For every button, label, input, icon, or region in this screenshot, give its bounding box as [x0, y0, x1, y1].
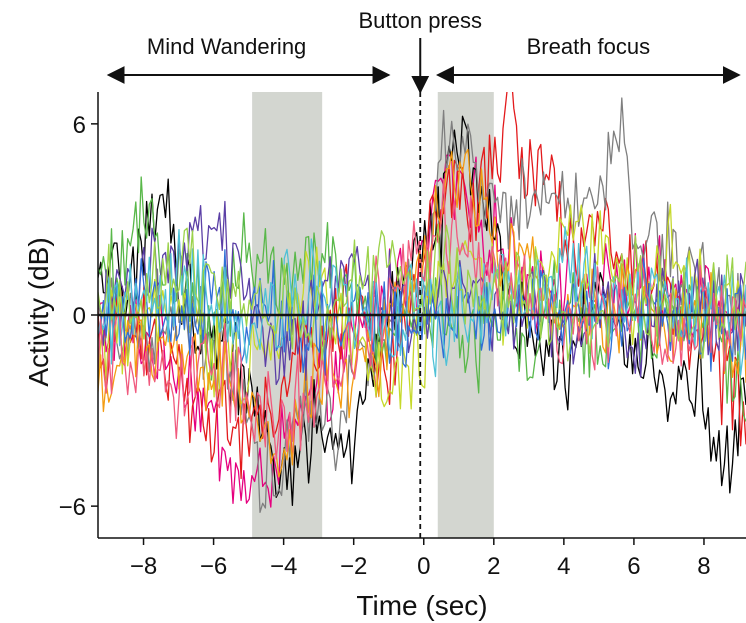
button-press-label: Button press	[358, 8, 482, 33]
y-tick-label: 0	[73, 303, 86, 330]
series-line-12	[98, 223, 746, 362]
x-tick-label: 8	[697, 553, 710, 580]
x-tick-label: −4	[270, 553, 297, 580]
x-tick-label: −2	[340, 553, 367, 580]
y-tick-label: 6	[73, 112, 86, 139]
y-ticks: −6 0 6	[59, 112, 98, 521]
breath-focus-label: Breath focus	[527, 34, 651, 59]
mind-wandering-label: Mind Wandering	[147, 34, 306, 59]
x-tick-label: −8	[130, 553, 157, 580]
x-tick-label: 0	[417, 553, 430, 580]
annotations: Button press Mind Wandering Breath focus	[106, 8, 741, 94]
x-ticks: −8 −6 −4 −2 0 2 4 6 8	[130, 538, 711, 580]
y-tick-label: −6	[59, 494, 86, 521]
x-tick-label: 6	[627, 553, 640, 580]
x-tick-label: −6	[200, 553, 227, 580]
x-tick-label: 2	[487, 553, 500, 580]
series-lines	[98, 92, 746, 513]
series-line-6	[98, 203, 746, 410]
x-axis-label: Time (sec)	[356, 590, 487, 621]
y-axis-label: Activity (dB)	[23, 237, 54, 386]
series-line-11	[98, 178, 746, 460]
x-tick-label: 4	[557, 553, 570, 580]
